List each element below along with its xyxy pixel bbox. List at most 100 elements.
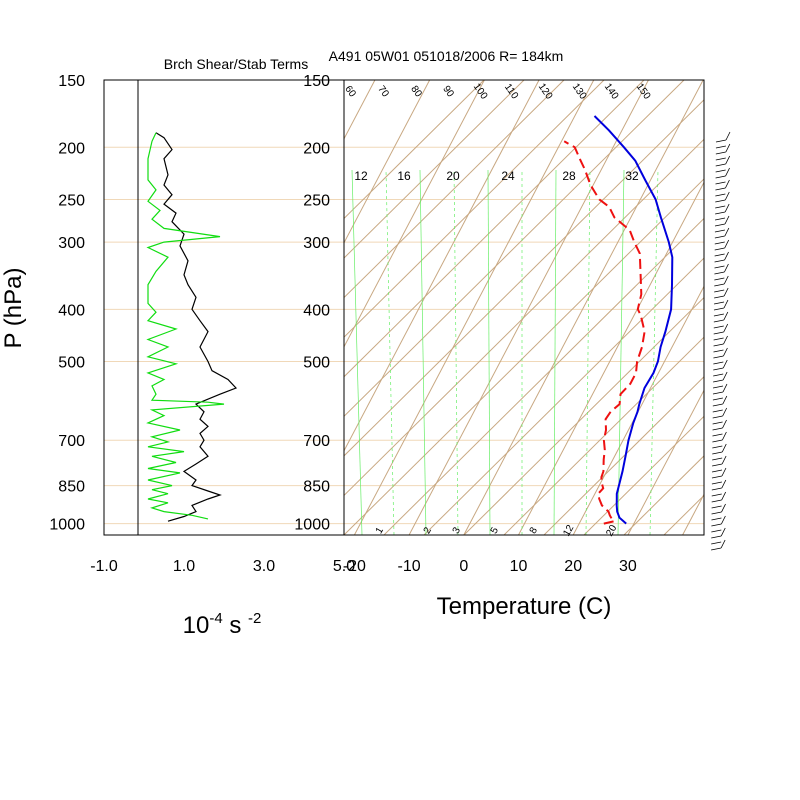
isotherm-line <box>408 80 649 535</box>
isotherm-line <box>353 80 595 535</box>
wind-barb <box>715 157 726 161</box>
wind-barb-flag <box>724 239 730 249</box>
wind-barb <box>713 331 724 335</box>
wind-barb-flag <box>725 143 731 153</box>
wind-barb <box>711 499 722 503</box>
left-panel-title: Brch Shear/Stab Terms <box>164 56 308 72</box>
wind-barb <box>712 409 723 413</box>
wind-barb <box>714 271 725 275</box>
y-tick-label: 700 <box>303 433 330 450</box>
dry-adiabat-label: 90 <box>440 84 456 100</box>
left-isobar-grid <box>104 79 344 525</box>
wind-barb <box>714 247 725 251</box>
wind-barb <box>714 265 725 269</box>
wind-barb <box>713 355 724 359</box>
wind-barb <box>712 397 723 401</box>
dry-adiabat-label: 60 <box>342 84 358 100</box>
wind-barb <box>713 337 724 341</box>
wind-barb <box>714 295 725 299</box>
wind-barb <box>715 211 726 215</box>
dry-adiabat-line <box>344 99 704 457</box>
mixing-ratio-line <box>649 169 659 535</box>
wind-barb-flag <box>724 215 730 225</box>
wind-barb <box>714 283 725 287</box>
x-tick-label: 1.0 <box>173 558 195 575</box>
wind-barb-flag <box>720 539 726 549</box>
y-tick-label: 1000 <box>294 517 330 534</box>
isotherm-line <box>682 493 704 535</box>
wind-barb-flag <box>723 299 729 309</box>
dry-adiabat-line <box>344 80 605 338</box>
y-tick-label: 500 <box>303 355 330 372</box>
mixing-ratio-line <box>385 169 395 535</box>
x-tick-label: -1.0 <box>90 558 118 575</box>
wind-barb-flag <box>723 323 729 333</box>
wind-barb <box>711 517 722 521</box>
isotherm-line <box>463 80 704 535</box>
wind-barb <box>715 205 726 209</box>
y-tick-label: 200 <box>303 140 330 157</box>
dry-adiabat-line <box>463 296 704 535</box>
right-y-tick-labels: 150 200 250 300 400 500 700 850 1000 <box>294 73 330 534</box>
mixing-ratio-line <box>585 169 591 535</box>
dry-adiabat-line <box>344 80 645 378</box>
wind-barb-flag <box>722 395 728 405</box>
mixing-ratio-bottom-label: 3 <box>451 525 464 536</box>
dry-adiabat-label: 130 <box>570 82 589 102</box>
mixing-ratio-bottom-label: 8 <box>528 525 541 536</box>
temperature-tick-label: 0 <box>459 558 468 575</box>
wind-barb <box>712 451 723 455</box>
x-tick-label: 3.0 <box>253 558 275 575</box>
mixing-ratio-line <box>553 169 557 535</box>
y-tick-label: 250 <box>58 192 85 209</box>
wind-barb-flag <box>724 227 730 237</box>
y-tick-label: 300 <box>58 235 85 252</box>
mixing-ratio-line <box>419 169 427 535</box>
wind-barb-flag <box>722 431 727 441</box>
y-tick-label: 400 <box>58 302 85 319</box>
wind-barb <box>713 373 724 377</box>
y-tick-label: 150 <box>58 73 85 90</box>
wind-barb <box>712 445 723 449</box>
y-tick-label: 850 <box>58 479 85 496</box>
wind-barb-flag <box>724 251 729 261</box>
wind-barb <box>713 343 724 347</box>
temperature-tick-label: 10 <box>510 558 528 575</box>
wind-barb <box>713 301 725 305</box>
y-tick-label: 850 <box>303 479 330 496</box>
right-panel-title: A491 05W01 051018/2006 R= 184km <box>329 48 564 64</box>
wind-barb-flag <box>722 407 728 417</box>
y-tick-label: 200 <box>58 140 85 157</box>
wind-barb <box>715 199 726 203</box>
wind-barb-flag <box>722 419 727 429</box>
y-axis-title: P (hPa) <box>0 268 27 349</box>
mixing-ratio-label: 12 <box>354 169 368 183</box>
wind-barb <box>713 325 724 329</box>
temperature-profile-line <box>593 115 674 525</box>
wind-barb <box>713 349 724 353</box>
mixing-ratio-line <box>453 169 459 535</box>
wind-barb-flag <box>723 275 729 285</box>
wind-barb <box>715 139 727 143</box>
wind-barb <box>712 385 724 389</box>
wind-barb-flag <box>723 335 728 345</box>
wind-barb-flag <box>721 491 727 501</box>
wind-barb-flag <box>722 383 728 393</box>
isotherm-line <box>344 80 540 452</box>
wind-barb <box>712 421 723 425</box>
shear-profile-line <box>155 132 238 522</box>
wind-barb <box>711 547 722 551</box>
wind-barb <box>714 253 725 257</box>
temperature-tick-labels: -20 -10 0 10 20 30 <box>343 558 637 575</box>
isotherm-line <box>344 80 485 348</box>
mixing-ratio-bottom-label: 5 <box>489 525 502 536</box>
isotherm-line <box>81 80 320 535</box>
dewpoint-profile-line <box>563 140 646 525</box>
isotherm-line <box>572 285 704 535</box>
mixing-ratio-label: 24 <box>501 169 515 183</box>
dry-adiabat-line <box>344 80 525 259</box>
wind-barb-flag <box>722 371 728 381</box>
wind-barb <box>714 259 725 263</box>
mixing-ratio-label: 32 <box>625 169 639 183</box>
wind-barb <box>713 319 724 323</box>
